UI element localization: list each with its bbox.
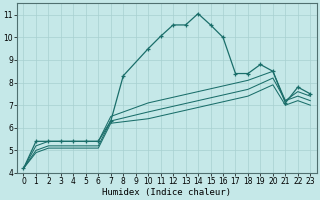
X-axis label: Humidex (Indice chaleur): Humidex (Indice chaleur) — [102, 188, 231, 197]
